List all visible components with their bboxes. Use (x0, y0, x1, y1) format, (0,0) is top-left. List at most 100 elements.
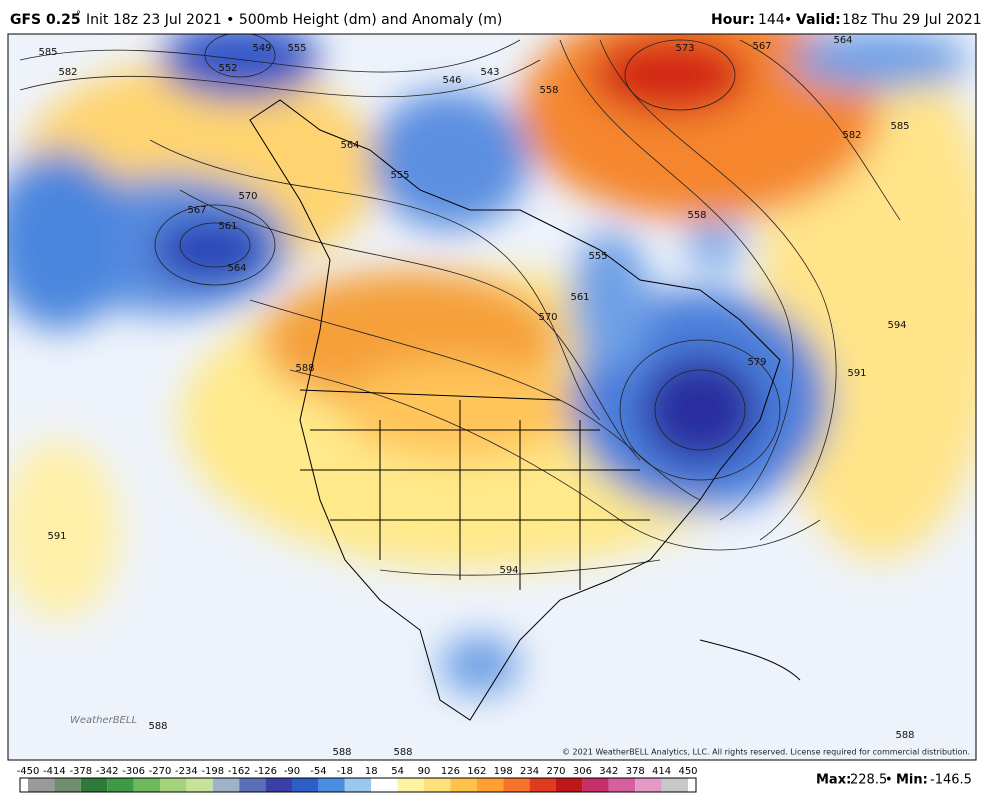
contour-label: 555 (588, 251, 607, 262)
colorbar-label: 126 (441, 766, 460, 777)
contour-label: 588 (332, 747, 351, 758)
colorbar-label: 18 (365, 766, 378, 777)
colorbar-label: 90 (418, 766, 431, 777)
colorbar-swatch (107, 778, 134, 792)
colorbar-label: -126 (254, 766, 277, 777)
colorbar-swatch (608, 778, 636, 792)
colorbar-label: -162 (228, 766, 251, 777)
colorbar-label: 342 (599, 766, 618, 777)
map: WeatherBELL © 2021 WeatherBELL Analytics… (8, 34, 976, 760)
contour-label: 573 (675, 43, 694, 54)
max: 228.5 (850, 773, 887, 788)
colorbar-label: 378 (626, 766, 645, 777)
colorbar-swatch (503, 778, 530, 792)
colorbar-label: 414 (652, 766, 671, 777)
contour-label: 555 (390, 170, 409, 181)
contour-label: 594 (887, 320, 906, 331)
colorbar-swatch (450, 778, 477, 792)
colorbar-label: -234 (175, 766, 198, 777)
contour-label: 567 (752, 41, 771, 52)
separator: • (784, 12, 792, 28)
colorbar: -450 -414 -378 -342 -306 -270 -234 -198 -162 -126… (17, 766, 698, 793)
contour-label: 561 (570, 292, 589, 303)
hour: 144 (758, 12, 785, 28)
contour-label: 564 (340, 140, 359, 151)
colorbar-swatch (371, 778, 398, 792)
colorbar-swatch (476, 778, 504, 792)
colorbar-swatch (265, 778, 292, 792)
colorbar-label: 54 (391, 766, 404, 777)
min: -146.5 (930, 773, 972, 788)
contour-label: 582 (58, 67, 77, 78)
max-label: Max: (816, 773, 851, 788)
contour-label: 558 (687, 210, 706, 221)
contour-label: 585 (38, 47, 57, 58)
colorbar-swatch (292, 778, 319, 792)
colorbar-label: -198 (201, 766, 224, 777)
colorbar-swatch (239, 778, 266, 792)
colorbar-label: -54 (310, 766, 326, 777)
contour-label: 591 (847, 368, 866, 379)
title: Init 18z 23 Jul 2021 • 500mb Height (dm)… (86, 12, 502, 28)
colorbar-swatch (424, 778, 451, 792)
contour-label: 582 (842, 130, 861, 141)
min-label: Min: (896, 773, 928, 788)
colorbar-label: -306 (122, 766, 145, 777)
colorbar-label: 198 (494, 766, 513, 777)
contour-label: 570 (538, 312, 557, 323)
colorbar-swatch (582, 778, 609, 792)
colorbar-swatch (635, 778, 662, 792)
contour-label: 552 (218, 63, 237, 74)
colorbar-swatch (397, 778, 424, 792)
contour-label: 594 (499, 565, 518, 576)
colorbar-label: -378 (69, 766, 92, 777)
colorbar-frame (19, 777, 697, 793)
separator: • (885, 773, 893, 788)
contour-label: 588 (148, 721, 167, 732)
colorbar-label: 306 (573, 766, 592, 777)
colorbar-label: 450 (678, 766, 697, 777)
logo: WeatherBELL (70, 715, 137, 726)
colorbar-label: -450 (17, 766, 40, 777)
contour-label: 543 (480, 67, 499, 78)
colorbar-label: 270 (546, 766, 565, 777)
copyright: © 2021 WeatherBELL Analytics, LLC. All r… (562, 748, 970, 757)
colorbar-swatch (80, 778, 108, 792)
colorbar-label: -414 (43, 766, 66, 777)
colorbar-label: -342 (96, 766, 119, 777)
contour-label: 561 (218, 221, 237, 232)
contour-label: 564 (227, 263, 246, 274)
colorbar-swatch (318, 778, 345, 792)
contour-label: 579 (747, 357, 766, 368)
colorbar-swatch (556, 778, 583, 792)
contour-label: 588 (393, 747, 412, 758)
contour-label: 564 (833, 35, 852, 46)
colorbar-swatch (54, 778, 81, 792)
contour-label: 588 (295, 363, 314, 374)
colorbar-swatch (133, 778, 160, 792)
model: GFS 0.25 (10, 12, 81, 28)
map-frame (7, 33, 977, 761)
contour-label: 591 (47, 531, 66, 542)
colorbar-label: 162 (467, 766, 486, 777)
degree: ° (76, 10, 81, 21)
colorbar-label: -18 (337, 766, 353, 777)
colorbar-label: -270 (149, 766, 172, 777)
hour-label: Hour: (711, 12, 755, 28)
contour-label: 549 (252, 43, 271, 54)
colorbar-swatch (186, 778, 213, 792)
colorbar-swatch (344, 778, 372, 792)
colorbar-swatch (212, 778, 240, 792)
colorbar-label: -90 (284, 766, 300, 777)
contour-label: 588 (895, 730, 914, 741)
colorbar-swatch (661, 778, 688, 792)
colorbar-label: 234 (520, 766, 539, 777)
contour-label: 558 (539, 85, 558, 96)
colorbar-swatch (160, 778, 187, 792)
contour-label: 570 (238, 191, 257, 202)
valid: 18z Thu 29 Jul 2021 (842, 12, 982, 28)
contour-label: 567 (187, 205, 206, 216)
colorbar-swatch (28, 778, 55, 792)
